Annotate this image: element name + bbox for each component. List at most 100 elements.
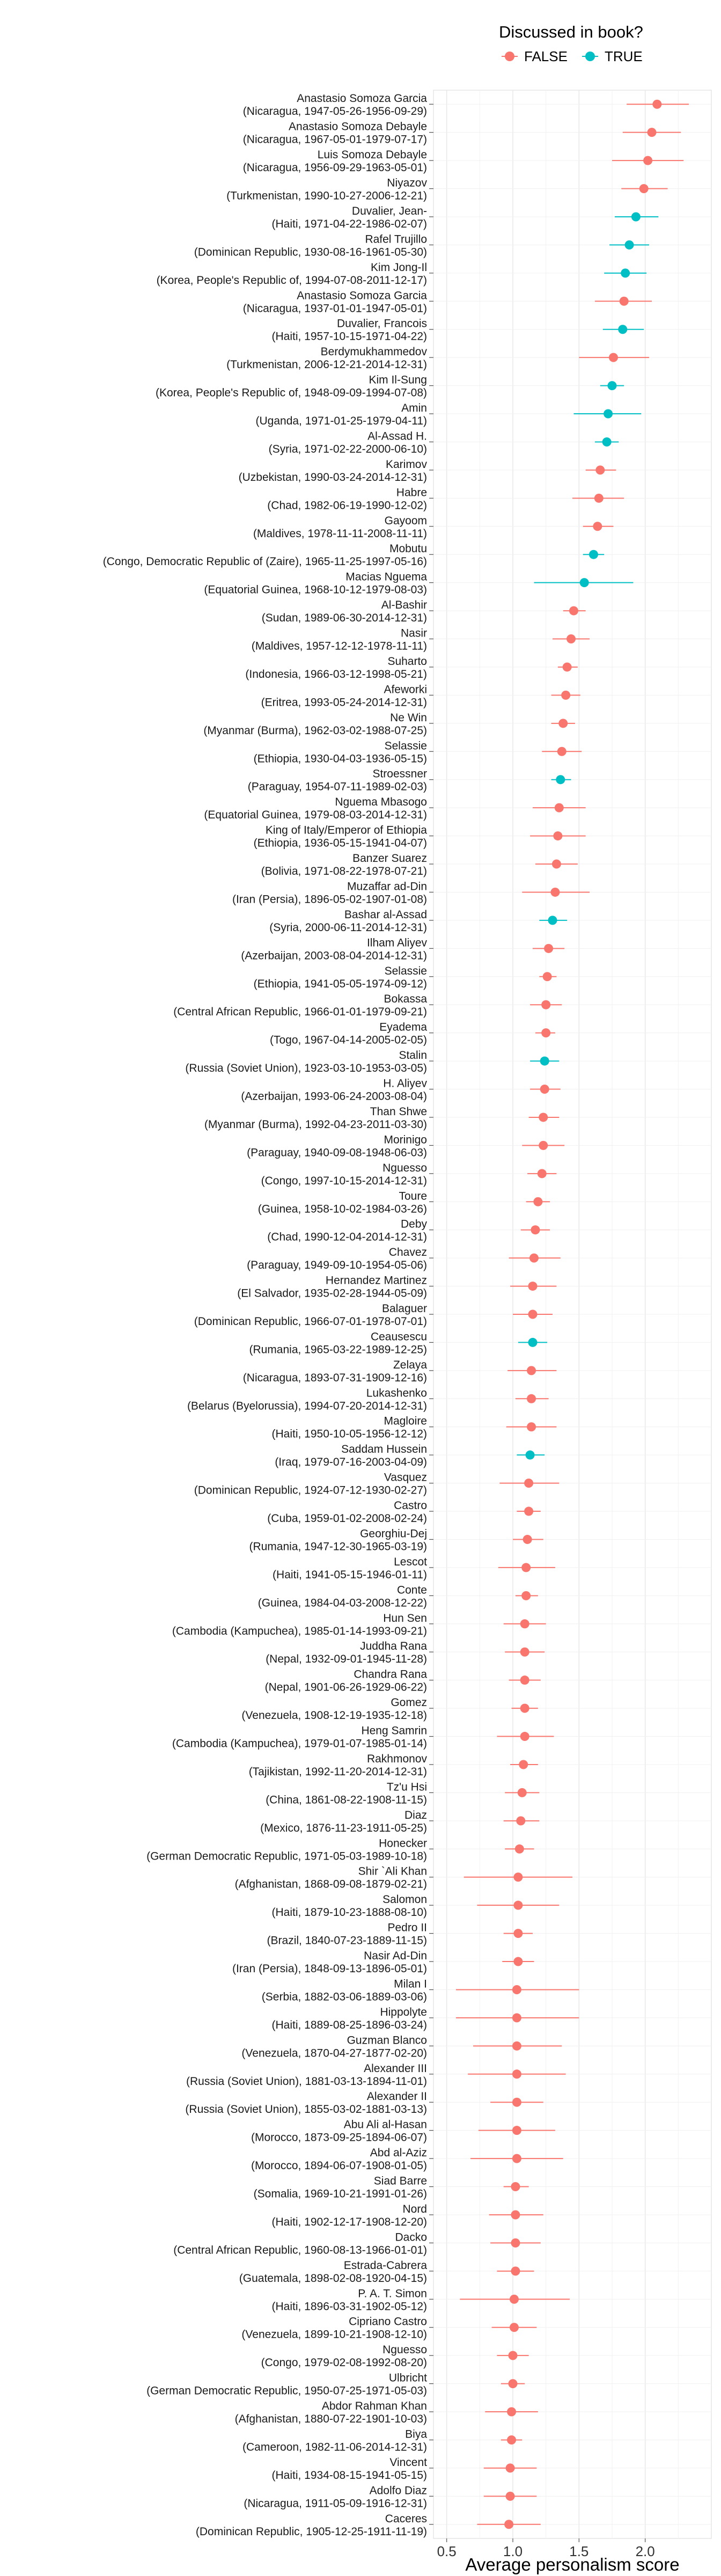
y-tick-label: Eyadema (Togo, 1967-04-14-2005-02-05) [270,1021,427,1046]
point-marker [619,296,629,306]
point-marker [544,943,554,953]
ruler-detail: (Ethiopia, 1936-05-15-1941-04-07) [254,837,427,850]
data-point [510,1282,557,1291]
point-marker [524,1506,534,1516]
data-point [505,1844,534,1854]
ruler-detail: (Turkmenistan, 2006-12-21-2014-12-31) [226,358,427,371]
ruler-name: Rafel Trujillo [365,233,427,245]
y-tick-label: Bashar al-Assad (Syria, 2000-06-11-2014-1… [269,909,427,934]
point-marker [639,184,649,194]
y-tick-label: Macias Nguema (Equatorial Guinea, 1968-10… [204,571,427,596]
data-point [551,690,580,700]
ruler-name: H. Aliyev [383,1078,427,1090]
point-marker [509,2294,519,2304]
data-point [491,2323,537,2332]
data-point [507,1366,557,1375]
ruler-name: Suharto [387,655,427,668]
ruler-detail: (Sudan, 1989-06-30-2014-12-31) [262,612,427,624]
ruler-name: Luis Somoza Debayle [318,149,427,161]
ruler-detail: (Rumania, 1947-12-30-1965-03-19) [249,1540,427,1553]
data-point [583,522,614,531]
data-point [477,1900,560,1910]
ruler-name: Amin [401,402,427,414]
data-point [502,1957,534,1966]
ruler-name: Cipriano Castro [349,2316,427,2328]
y-tick-label: Lescot (Haiti, 1941-05-15-1946-01-11) [273,1556,427,1581]
data-point [513,1534,543,1544]
point-marker [528,1282,538,1291]
point-marker [550,887,560,897]
point-marker [602,437,612,447]
y-tick-label: Lukashenko (Belarus (Byelorussia), 1994-0… [187,1387,427,1412]
ruler-detail: (Somalia, 1969-10-21-1991-01-26) [254,2188,427,2200]
data-point [542,747,582,756]
point-marker [540,1056,549,1066]
point-marker [558,719,568,728]
y-tick-label: Rafel Trujillo (Dominican Republic, 1930-… [194,233,427,258]
ruler-name: Abd al-Aziz [370,2147,427,2159]
ruler-name: Muzaffar ad-Din [347,880,427,892]
ruler-name: Lukashenko [366,1387,427,1399]
y-tick-label: Hernandez Martinez (El Salvador, 1935-02-… [237,1275,427,1300]
y-tick-label: Selassie (Ethiopia, 1941-05-05-1974-09-12… [254,965,427,990]
ruler-detail: (Serbia, 1882-03-06-1889-03-06) [262,1990,427,2003]
data-point [526,1197,550,1206]
ruler-name: Ne Win [390,712,427,724]
legend-key-dot [505,52,514,61]
data-point [497,2351,529,2360]
point-marker [537,1169,547,1179]
y-tick-label: Al-Bashir (Sudan, 1989-06-30-2014-12-31) [262,599,427,624]
point-marker [508,2351,518,2360]
ruler-detail: (Myanmar (Burma), 1992-04-23-2011-03-30) [204,1118,427,1131]
ruler-detail: (Cambodia (Kampuchea), 1979-01-07-1985-0… [172,1738,427,1750]
data-point [609,240,650,250]
ruler-name: Milan I [394,1978,427,1990]
y-tick-label: Gayoom (Maldives, 1978-11-11-2008-11-11) [253,515,427,540]
data-point [503,1816,540,1826]
data-point [533,803,586,813]
ruler-name: Heng Samrin [361,1725,427,1737]
point-marker [569,606,578,616]
y-tick-label: Adolfo Diaz (Nicaragua, 1911-05-09-1916-1… [244,2484,427,2509]
data-point [510,1760,538,1769]
y-tick-label: Juddha Rana (Nepal, 1932-09-01-1945-11-28… [266,1640,427,1665]
data-point [490,2238,541,2248]
data-point [455,1985,579,1994]
y-tick-label: Estrada-Cabrera (Guatemala, 1898-02-08-19… [239,2259,428,2285]
y-tick-label: Nguema Mbasogo (Equatorial Guinea, 1979-0… [204,796,427,821]
ruler-name: Nguesso [382,1162,427,1174]
data-point [539,972,557,982]
ruler-name: Nord [402,2203,427,2215]
x-tick-label: 2.0 [636,2543,655,2559]
y-tick-label: Nasir (Maldives, 1957-12-12-1978-11-11) [252,627,427,653]
y-tick-label: Afeworki (Eritrea, 1993-05-24-2014-12-31) [261,683,427,708]
ruler-name: Honecker [379,1837,427,1849]
ruler-detail: (Tajikistan, 1992-11-20-2014-12-31) [249,1766,427,1778]
data-point [535,1028,555,1038]
ruler-name: Guzman Blanco [347,2034,427,2046]
y-tick-label: Deby (Chad, 1990-12-04-2014-12-31) [267,1218,427,1243]
ruler-detail: (Maldives, 1978-11-11-2008-11-11) [253,528,427,540]
point-marker [588,550,598,559]
point-marker [527,1366,536,1375]
ruler-name: Vasquez [384,1472,427,1484]
ruler-detail: (Brazil, 1840-07-23-1889-11-15) [267,1935,427,1947]
ruler-name: Kim Il-Sung [369,374,427,386]
ruler-detail: (Equatorial Guinea, 1968-10-12-1979-08-0… [204,584,427,596]
data-point [520,1225,550,1235]
y-tick-label: Ne Win (Myanmar (Burma), 1962-03-02-1988-… [203,712,427,737]
ruler-detail: (Belarus (Byelorussia), 1994-07-20-2014-… [187,1400,427,1412]
ruler-name: Chavez [389,1246,427,1258]
y-tick-label: Siad Barre (Somalia, 1969-10-21-1991-01-2… [254,2175,427,2200]
point-marker [594,493,604,503]
data-point [478,2126,555,2135]
point-marker [513,1957,523,1966]
data-point [557,662,578,672]
ruler-detail: (Dominican Republic, 1924-07-12-1930-02-… [194,1484,427,1497]
ruler-detail: (Paraguay, 1954-07-11-1989-02-03) [248,781,427,793]
point-marker [513,1929,523,1938]
point-marker [529,1253,539,1263]
y-tick-label: Duvalier, Jean-(Haiti, 1971-04-22-1986-0… [272,205,428,230]
point-marker [509,2323,519,2332]
point-marker [551,859,561,869]
